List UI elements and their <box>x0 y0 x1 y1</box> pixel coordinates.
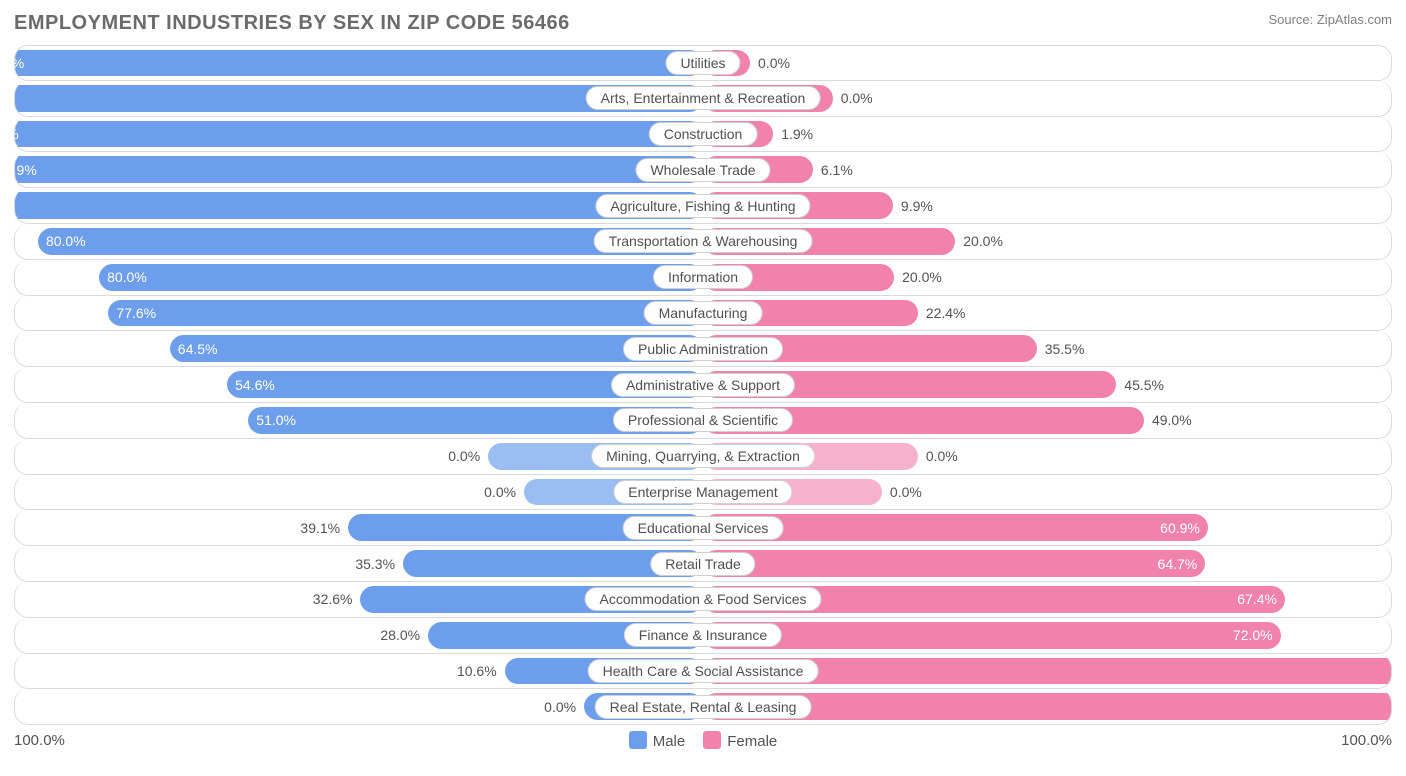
category-label: Public Administration <box>623 337 783 361</box>
category-label: Manufacturing <box>644 301 763 325</box>
female-value: 20.0% <box>902 260 942 295</box>
chart-title: EMPLOYMENT INDUSTRIES BY SEX IN ZIP CODE… <box>14 12 570 35</box>
female-bar: 72.0% <box>703 622 1281 649</box>
female-value: 67.4% <box>1237 591 1277 607</box>
male-value: 10.6% <box>457 654 497 689</box>
male-value: 35.3% <box>355 546 395 581</box>
bar-row: 64.5% 35.5% Public Administration <box>14 331 1392 367</box>
male-bar: 98.1% <box>14 121 703 148</box>
bar-row: 39.1% 60.9% Educational Services <box>14 510 1392 546</box>
axis-left-label: 100.0% <box>14 732 65 749</box>
female-value: 0.0% <box>926 439 958 474</box>
bar-row: 54.6% 45.5% Administrative & Support <box>14 367 1392 403</box>
female-value: 0.0% <box>890 475 922 510</box>
female-value: 0.0% <box>841 81 873 116</box>
male-bar: 93.9% <box>14 156 703 183</box>
bar-row: 80.0% 20.0% Information <box>14 260 1392 296</box>
female-value: 6.1% <box>821 152 853 187</box>
bar-row: 100.0%0.0%Arts, Entertainment & Recreati… <box>14 81 1392 117</box>
legend-male: Male <box>629 731 686 750</box>
category-label: Accommodation & Food Services <box>585 587 822 611</box>
category-label: Health Care & Social Assistance <box>588 659 819 683</box>
category-label: Educational Services <box>623 516 784 540</box>
female-value: 20.0% <box>963 224 1003 259</box>
category-label: Information <box>653 265 753 289</box>
male-swatch <box>629 731 647 749</box>
bar-row: 0.0% 0.0% Mining, Quarrying, & Extraction <box>14 439 1392 475</box>
female-value: 35.5% <box>1045 331 1085 366</box>
legend-female-label: Female <box>727 733 777 750</box>
female-bar: 64.7% <box>703 550 1205 577</box>
male-value: 0.0% <box>448 439 480 474</box>
female-value: 72.0% <box>1233 627 1273 643</box>
male-value: 93.9% <box>14 162 37 178</box>
category-label: Wholesale Trade <box>635 158 770 182</box>
bar-row: 0.0% 0.0% Enterprise Management <box>14 475 1392 511</box>
male-value: 80.0% <box>46 233 86 249</box>
category-label: Transportation & Warehousing <box>594 229 813 253</box>
male-value: 51.0% <box>256 412 296 428</box>
bar-row: 10.6%89.4%Health Care & Social Assistanc… <box>14 654 1392 690</box>
legend-male-label: Male <box>653 733 686 750</box>
male-bar: 100.0% <box>14 50 703 76</box>
category-label: Retail Trade <box>650 552 755 576</box>
axis-right-label: 100.0% <box>1341 732 1392 749</box>
bar-row: 28.0% 72.0% Finance & Insurance <box>14 618 1392 654</box>
category-label: Administrative & Support <box>611 373 795 397</box>
male-bar: 80.0% <box>99 264 703 291</box>
bar-row: 93.9% 6.1% Wholesale Trade <box>14 152 1392 188</box>
bar-row: 77.6% 22.4% Manufacturing <box>14 296 1392 332</box>
category-label: Construction <box>649 122 758 146</box>
female-value: 22.4% <box>926 296 966 331</box>
category-label: Utilities <box>665 51 740 75</box>
diverging-bar-chart: 100.0% 0.0% Utilities 100.0%0.0%Arts, Enter… <box>14 45 1392 725</box>
legend-female: Female <box>703 731 777 750</box>
male-value: 77.6% <box>116 305 156 321</box>
category-label: Agriculture, Fishing & Hunting <box>595 194 810 218</box>
bar-row: 98.1% 1.9% Construction <box>14 117 1392 153</box>
category-label: Finance & Insurance <box>624 623 782 647</box>
female-value: 1.9% <box>781 117 813 152</box>
male-value: 0.0% <box>544 689 576 724</box>
chart-source: Source: ZipAtlas.com <box>1268 12 1392 27</box>
bar-row: 80.0% 20.0% Transportation & Warehousing <box>14 224 1392 260</box>
category-label: Arts, Entertainment & Recreation <box>586 86 821 110</box>
male-value: 54.6% <box>235 377 275 393</box>
category-label: Enterprise Management <box>613 480 792 504</box>
legend: Male Female <box>629 731 778 750</box>
bar-row: 35.3% 64.7% Retail Trade <box>14 546 1392 582</box>
male-value: 39.1% <box>300 510 340 545</box>
male-value: 28.0% <box>380 618 420 653</box>
female-value: 9.9% <box>901 188 933 223</box>
male-value: 100.0% <box>14 55 24 71</box>
female-swatch <box>703 731 721 749</box>
female-value: 0.0% <box>758 46 790 80</box>
bar-row: 32.6% 67.4% Accommodation & Food Services <box>14 582 1392 618</box>
bar-row: 0.0%100.0%Real Estate, Rental & Leasing <box>14 689 1392 725</box>
female-value: 49.0% <box>1152 403 1192 438</box>
male-value: 32.6% <box>313 582 353 617</box>
bar-row: 90.1%9.9%Agriculture, Fishing & Hunting <box>14 188 1392 224</box>
bar-row: 100.0% 0.0% Utilities <box>14 45 1392 81</box>
category-label: Professional & Scientific <box>613 408 793 432</box>
male-value: 64.5% <box>178 341 218 357</box>
category-label: Real Estate, Rental & Leasing <box>595 695 812 719</box>
female-value: 60.9% <box>1160 520 1200 536</box>
bar-row: 51.0% 49.0% Professional & Scientific <box>14 403 1392 439</box>
male-value: 80.0% <box>107 269 147 285</box>
male-bar: 77.6% <box>108 300 703 327</box>
category-label: Mining, Quarrying, & Extraction <box>591 444 815 468</box>
male-value: 0.0% <box>484 475 516 510</box>
male-value: 98.1% <box>14 126 19 142</box>
female-value: 45.5% <box>1124 367 1164 402</box>
female-value: 64.7% <box>1158 556 1198 572</box>
